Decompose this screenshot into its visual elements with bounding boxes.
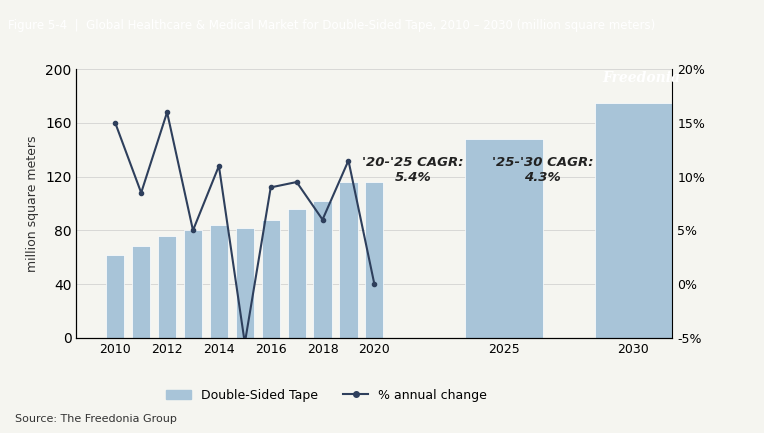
Bar [365, 182, 384, 338]
Legend: Double-Sided Tape, % annual change: Double-Sided Tape, % annual change [161, 384, 492, 407]
Text: '20-'25 CAGR:
5.4%: '20-'25 CAGR: 5.4% [362, 156, 464, 184]
Text: Source: The Freedonia Group: Source: The Freedonia Group [15, 414, 177, 424]
Bar [132, 246, 151, 338]
Bar [465, 139, 542, 338]
Bar [210, 225, 228, 338]
Bar [236, 228, 254, 338]
Bar [313, 201, 332, 338]
Bar [287, 209, 306, 338]
Bar [261, 220, 280, 338]
Bar [106, 255, 125, 338]
Bar [184, 230, 202, 338]
Text: '25-'30 CAGR:
4.3%: '25-'30 CAGR: 4.3% [492, 156, 594, 184]
Text: Freedonia: Freedonia [603, 71, 681, 85]
Bar [339, 182, 358, 338]
Bar [158, 236, 176, 338]
Text: Figure 5-4  |  Global Healthcare & Medical Market for Double-Sided Tape, 2010 – : Figure 5-4 | Global Healthcare & Medical… [8, 19, 655, 32]
Bar [594, 103, 672, 338]
Y-axis label: million square meters: million square meters [27, 135, 40, 272]
